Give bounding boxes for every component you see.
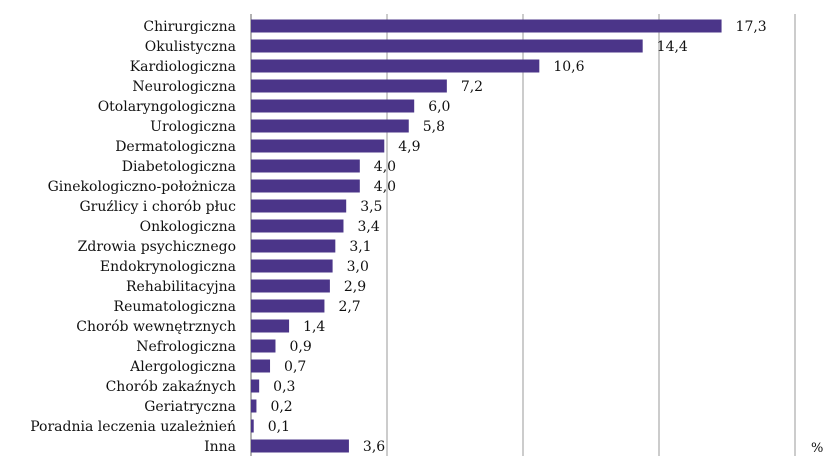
- bar: [251, 79, 447, 93]
- value-label: 6,0: [428, 99, 450, 115]
- value-label: 2,7: [338, 299, 360, 315]
- value-label: 0,9: [289, 339, 311, 355]
- category-label: Reumatologiczna: [114, 299, 236, 315]
- bar: [251, 339, 276, 353]
- bar: [251, 359, 271, 373]
- category-label: Endokrynologiczna: [100, 259, 236, 275]
- value-label: 3,4: [357, 219, 379, 235]
- bar: [251, 119, 409, 133]
- bar: [251, 139, 385, 153]
- value-label: 4,0: [374, 159, 396, 175]
- value-label: 3,1: [349, 239, 371, 255]
- category-label: Okulistyczna: [145, 39, 236, 55]
- bar: [251, 419, 254, 433]
- x-unit-label: %: [811, 441, 823, 456]
- category-label: Inna: [204, 439, 236, 455]
- category-label: Poradnia leczenia uzależnień: [30, 419, 236, 435]
- value-label: 3,5: [360, 199, 382, 215]
- value-label: 10,6: [553, 59, 584, 75]
- bar: [251, 19, 722, 33]
- category-label: Zdrowia psychicznego: [78, 239, 236, 255]
- category-label: Otolaryngologiczna: [98, 99, 236, 115]
- category-label: Dermatologiczna: [115, 139, 236, 155]
- bar: [251, 319, 290, 333]
- category-label: Rehabilitacyjna: [126, 279, 236, 295]
- value-label: 17,3: [736, 19, 767, 35]
- category-label: Chorób zakaźnych: [106, 379, 236, 395]
- category-label: Alergologiczna: [129, 359, 236, 375]
- value-label: 5,8: [423, 119, 445, 135]
- bar: [251, 399, 257, 413]
- category-label: Ginekologiczno-położnicza: [48, 179, 236, 195]
- bar: [251, 179, 360, 193]
- bar: [251, 439, 349, 453]
- bar: [251, 259, 333, 273]
- category-label: Nefrologiczna: [136, 339, 236, 355]
- value-label: 4,9: [398, 139, 420, 155]
- value-label: 1,4: [303, 319, 325, 335]
- bar-layer: [251, 19, 722, 453]
- category-label: Neurologiczna: [132, 79, 236, 95]
- category-label: Chorób wewnętrznych: [76, 319, 236, 335]
- category-label: Kardiologiczna: [130, 59, 236, 75]
- value-label: 4,0: [374, 179, 396, 195]
- value-label: 0,7: [284, 359, 306, 375]
- value-label: 0,3: [273, 379, 295, 395]
- bar: [251, 39, 643, 53]
- label-layer: Chirurgiczna 17,3 Okulistyczna 14,4 Kardiolo…: [30, 19, 767, 455]
- category-label: Chirurgiczna: [143, 19, 236, 35]
- value-label: 3,0: [347, 259, 369, 275]
- bar: [251, 59, 540, 73]
- value-label: 0,1: [268, 419, 290, 435]
- value-label: 14,4: [657, 39, 688, 55]
- value-label: 0,2: [270, 399, 292, 415]
- value-label: 3,6: [363, 439, 385, 455]
- bar: [251, 99, 415, 113]
- bar: [251, 379, 260, 393]
- bar: [251, 279, 330, 293]
- bar: [251, 239, 336, 253]
- value-label: 7,2: [461, 79, 483, 95]
- bar: [251, 299, 325, 313]
- bar: [251, 219, 344, 233]
- category-label: Gruźlicy i chorób płuc: [79, 199, 236, 215]
- value-label: 2,9: [344, 279, 366, 295]
- category-label: Onkologiczna: [140, 219, 236, 235]
- category-label: Urologiczna: [150, 119, 236, 135]
- category-label: Diabetologiczna: [122, 159, 236, 175]
- bar: [251, 159, 360, 173]
- category-label: Geriatryczna: [144, 399, 236, 415]
- bar: [251, 199, 347, 213]
